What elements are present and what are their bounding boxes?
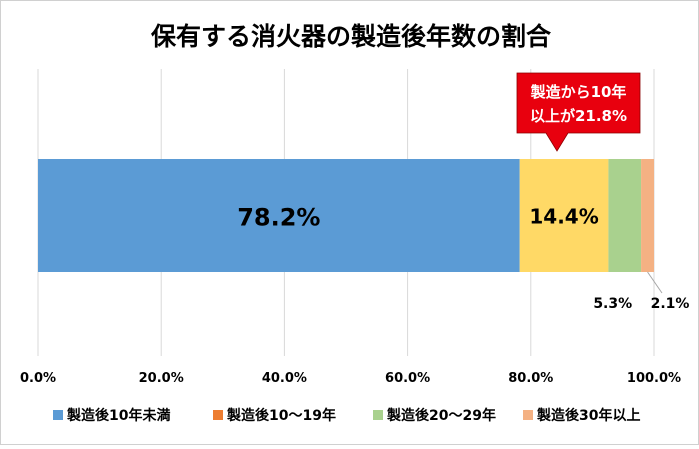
callout-line-1: 以上が21.8%	[530, 107, 627, 125]
legend: 製造後10年未満 製造後10～19年 製造後20～29年 製造後30年以上	[53, 407, 640, 424]
data-labels: 78.2% 14.4% 5.3% 2.1%	[237, 204, 689, 313]
data-label-2: 5.3%	[593, 296, 632, 312]
leader-line-2-1	[647, 271, 663, 294]
bar-segment-3	[641, 159, 654, 272]
data-label-0: 78.2%	[237, 204, 320, 232]
data-label-1: 14.4%	[529, 205, 598, 229]
legend-label-2: 製造後20～29年	[386, 407, 496, 424]
data-label-3: 2.1%	[651, 296, 690, 312]
callout-line-0: 製造から10年	[530, 83, 627, 101]
callout-box	[516, 72, 641, 152]
legend-label-0: 製造後10年未満	[66, 407, 170, 424]
bar-segment-2	[608, 159, 642, 272]
bar-segment-0	[38, 159, 520, 272]
x-tick-label-0: 0.0%	[20, 371, 56, 386]
chart-title: 保有する消火器の製造後年数の割合	[150, 22, 552, 51]
x-tick-label-1: 20.0%	[139, 371, 184, 386]
x-tick-label-5: 100.0%	[627, 371, 681, 386]
legend-swatch-2	[373, 410, 383, 420]
legend-label-1: 製造後10～19年	[226, 407, 336, 424]
legend-swatch-0	[53, 410, 63, 420]
bar-segment-1	[519, 159, 609, 272]
x-tick-label-4: 80.0%	[508, 371, 553, 386]
x-tick-label-2: 40.0%	[262, 371, 307, 386]
legend-label-3: 製造後30年以上	[536, 407, 640, 424]
bar-segments	[38, 159, 654, 272]
x-axis-ticks: 0.0% 20.0% 40.0% 60.0% 80.0% 100.0%	[20, 371, 681, 386]
x-tick-label-3: 60.0%	[385, 371, 430, 386]
legend-swatch-3	[523, 410, 533, 420]
legend-swatch-1	[213, 410, 223, 420]
